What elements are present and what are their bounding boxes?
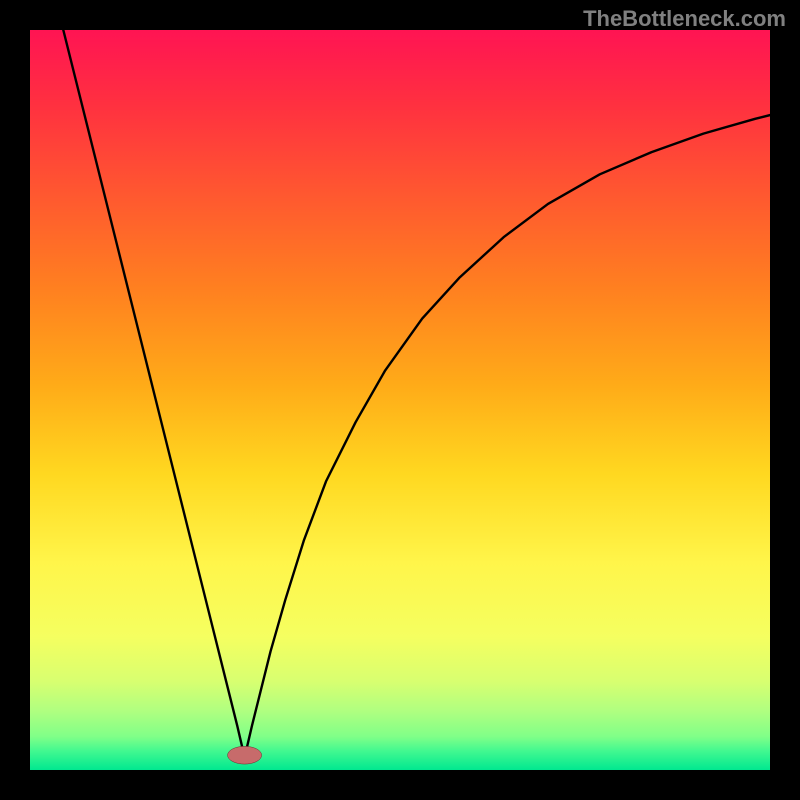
chart-background bbox=[30, 30, 770, 770]
chart-plot-area bbox=[30, 30, 770, 770]
chart-svg bbox=[30, 30, 770, 770]
chart-container: { "watermark": { "text": "TheBottleneck.… bbox=[0, 0, 800, 800]
watermark-text: TheBottleneck.com bbox=[583, 6, 786, 32]
min-marker bbox=[228, 746, 262, 764]
